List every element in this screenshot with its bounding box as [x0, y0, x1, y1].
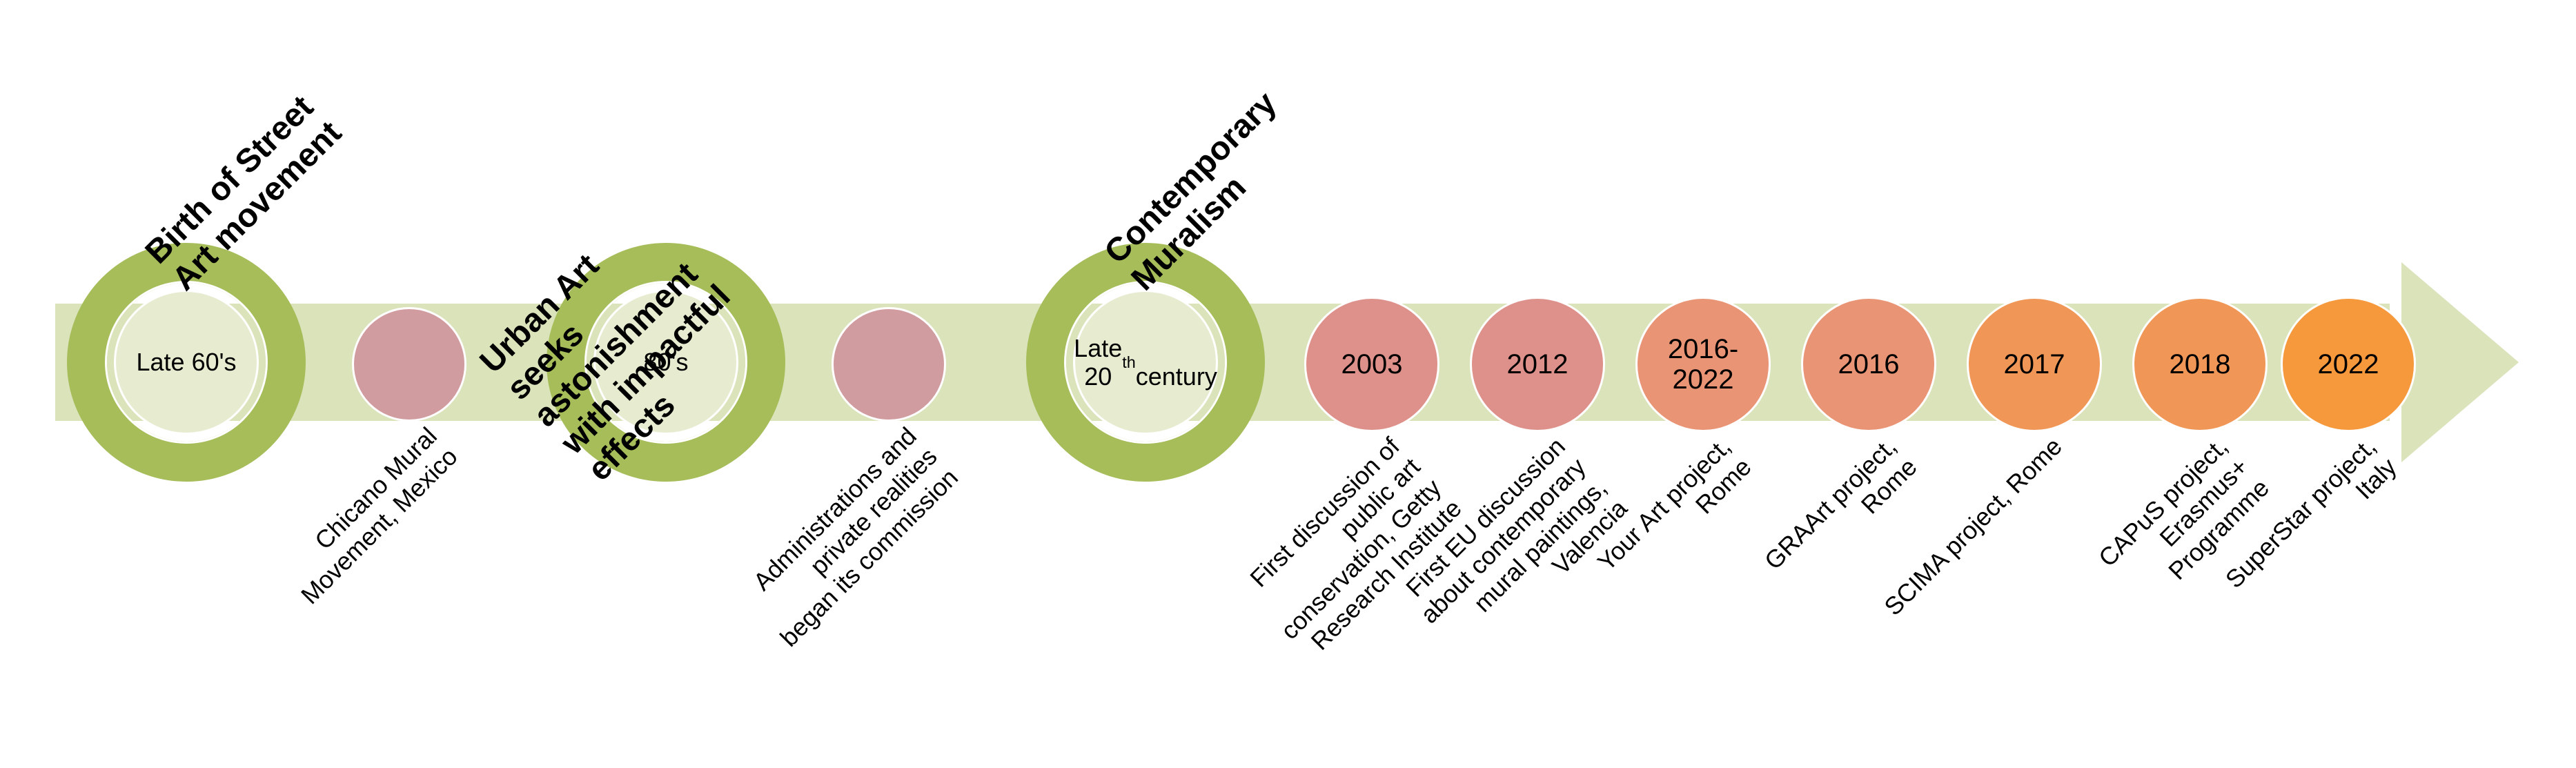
circle-y2022: 2022 [2281, 297, 2416, 432]
ring-60s-inner: Late 60's [114, 290, 259, 435]
circle-y2003: 2003 [1304, 297, 1439, 432]
ring-20th-inner: Late 20thcentury [1073, 290, 1218, 435]
circle-y2018: 2018 [2132, 297, 2268, 432]
circle-y2017: 2017 [1967, 297, 2102, 432]
circle-y2012: 2012 [1470, 297, 1605, 432]
timeline-diagram: Late 60'sBirth of StreetArt movement80's… [0, 0, 2576, 768]
timeline-arrowhead [2401, 262, 2519, 462]
circle-y2016: 2016 [1801, 297, 1936, 432]
circle-admin [832, 307, 946, 422]
circle-y2016-2022: 2016-2022 [1635, 297, 1771, 432]
label-admin: Administrations andprivate realitiesbega… [707, 422, 964, 679]
label-chicano: Chicano MuralMovement, Mexico [227, 422, 464, 658]
circle-chicano [352, 307, 466, 422]
